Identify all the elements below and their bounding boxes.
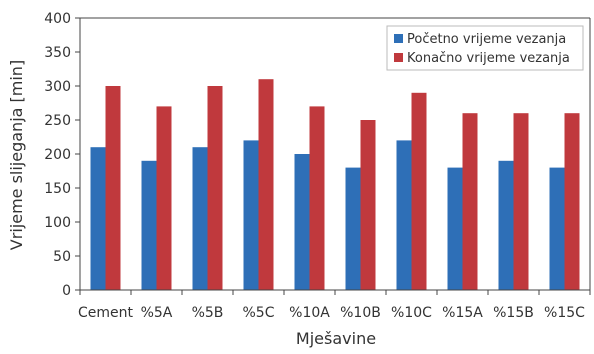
bar-pocetno xyxy=(396,140,412,290)
bar-pocetno xyxy=(549,167,565,290)
x-axis-title: Mješavine xyxy=(296,329,376,348)
bar-konacno xyxy=(156,106,172,291)
legend-swatch xyxy=(394,34,403,43)
bar-konacno xyxy=(105,86,121,290)
bar-konacno xyxy=(258,79,274,290)
x-tick-label: %10B xyxy=(340,305,381,321)
bar-pocetno xyxy=(447,167,463,290)
legend: Početno vrijeme vezanja Konačno vrijeme v… xyxy=(386,25,584,71)
y-tick-label: 0 xyxy=(62,283,71,299)
y-axis-title: Vrijeme slijeganja [min] xyxy=(7,60,26,250)
x-tick-label: Cement xyxy=(78,305,134,321)
y-tick-label: 200 xyxy=(44,147,71,163)
x-tick-label: %10A xyxy=(289,305,330,321)
x-tick-label: %15C xyxy=(544,305,585,321)
y-tick-label: 50 xyxy=(53,249,71,265)
y-tick-label: 400 xyxy=(44,11,71,27)
legend-label: Konačno vrijeme vezanja xyxy=(407,51,570,66)
x-tick-label: %5A xyxy=(141,305,173,321)
x-tick-label: %15B xyxy=(493,305,534,321)
bar-pocetno xyxy=(294,154,310,290)
y-tick-label: 250 xyxy=(44,113,71,129)
bar-pocetno xyxy=(243,140,259,290)
x-tick-label: %10C xyxy=(391,305,432,321)
y-tick-label: 300 xyxy=(44,79,71,95)
bar-konacno xyxy=(564,113,580,290)
bar-konacno xyxy=(309,106,325,291)
bar-konacno xyxy=(360,120,376,290)
bar-pocetno xyxy=(141,160,157,290)
bar-konacno xyxy=(513,113,529,290)
bar-konacno xyxy=(462,113,478,290)
bar-pocetno xyxy=(192,147,208,290)
legend-swatch xyxy=(394,53,403,62)
bar-pocetno xyxy=(345,167,361,290)
bar-pocetno xyxy=(90,147,106,290)
y-tick-label: 100 xyxy=(44,215,71,231)
x-tick-label: %15A xyxy=(442,305,483,321)
legend-box xyxy=(386,25,584,71)
x-tick-label: %5C xyxy=(243,305,275,321)
x-tick-label: %5B xyxy=(192,305,224,321)
y-tick-label: 150 xyxy=(44,181,71,197)
bar-konacno xyxy=(207,86,223,290)
bar-konacno xyxy=(411,92,427,290)
legend-label: Početno vrijeme vezanja xyxy=(407,32,566,47)
y-tick-label: 350 xyxy=(44,45,71,61)
bar-pocetno xyxy=(498,160,514,290)
